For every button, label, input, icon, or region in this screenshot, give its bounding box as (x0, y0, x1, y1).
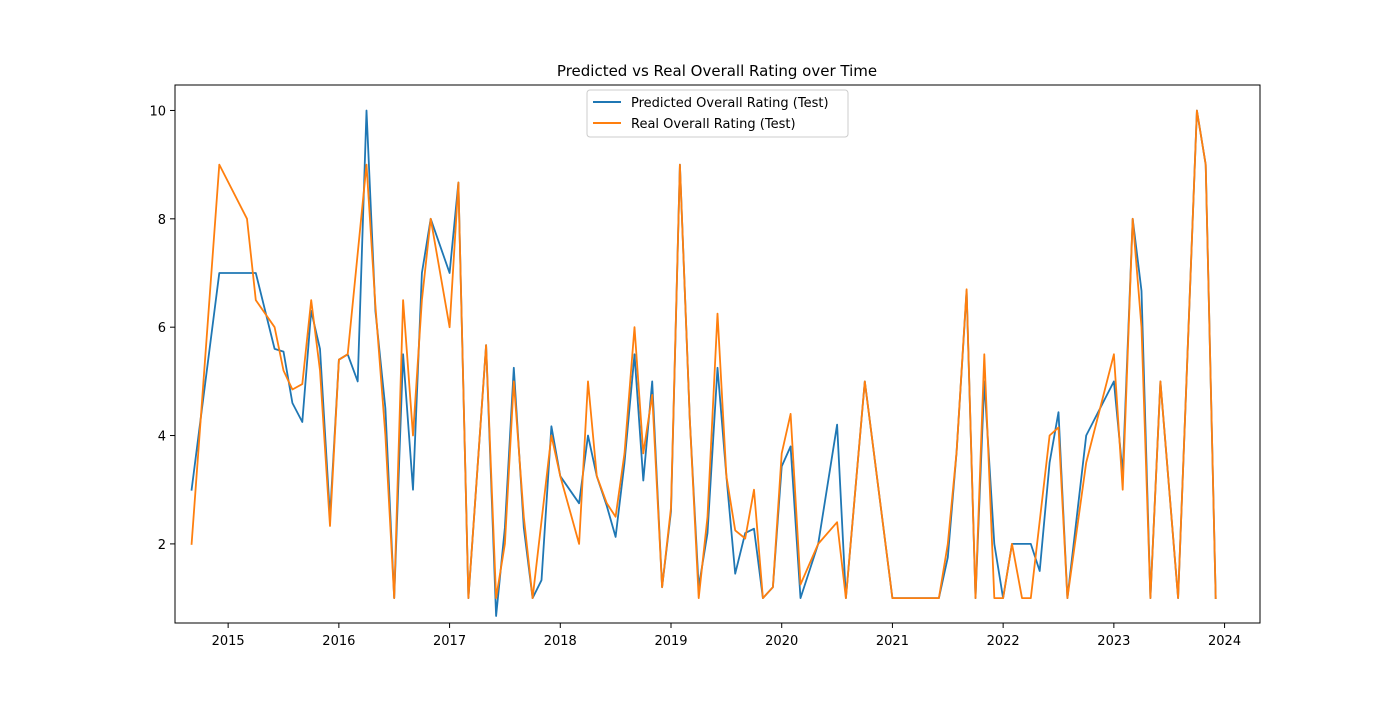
y-tick-label: 4 (158, 430, 166, 445)
chart-title: Predicted vs Real Overall Rating over Ti… (557, 62, 877, 80)
y-tick-label: 6 (158, 321, 166, 336)
legend-label: Real Overall Rating (Test) (631, 117, 796, 132)
series-layer (190, 109, 1217, 617)
x-tick-label: 2015 (212, 634, 245, 649)
x-tick-label: 2017 (433, 634, 466, 649)
legend-box (586, 89, 849, 138)
y-tick-label: 2 (158, 538, 166, 553)
x-tick-label: 2019 (654, 634, 687, 649)
legend-label: Predicted Overall Rating (Test) (631, 96, 829, 111)
series-line-1 (190, 109, 1217, 600)
x-tick-label: 2021 (876, 634, 909, 649)
x-tick-label: 2016 (322, 634, 355, 649)
x-tick-label: 2024 (1208, 634, 1241, 649)
y-axis: 2 4 6 8 10 (149, 104, 175, 553)
y-tick-label: 8 (158, 213, 166, 228)
x-tick-label: 2018 (544, 634, 577, 649)
x-tick-label: 2020 (765, 634, 798, 649)
axes-frame (174, 84, 1261, 624)
x-tick-label: 2023 (1097, 634, 1130, 649)
legend: Predicted Overall Rating (Test) Real Over… (586, 89, 849, 138)
x-tick-label: 2022 (987, 634, 1020, 649)
x-axis: 2015 2016 2017 2018 2019 2020 2021 2022 2023 2024 (212, 623, 1241, 649)
y-tick-label: 10 (149, 104, 166, 119)
